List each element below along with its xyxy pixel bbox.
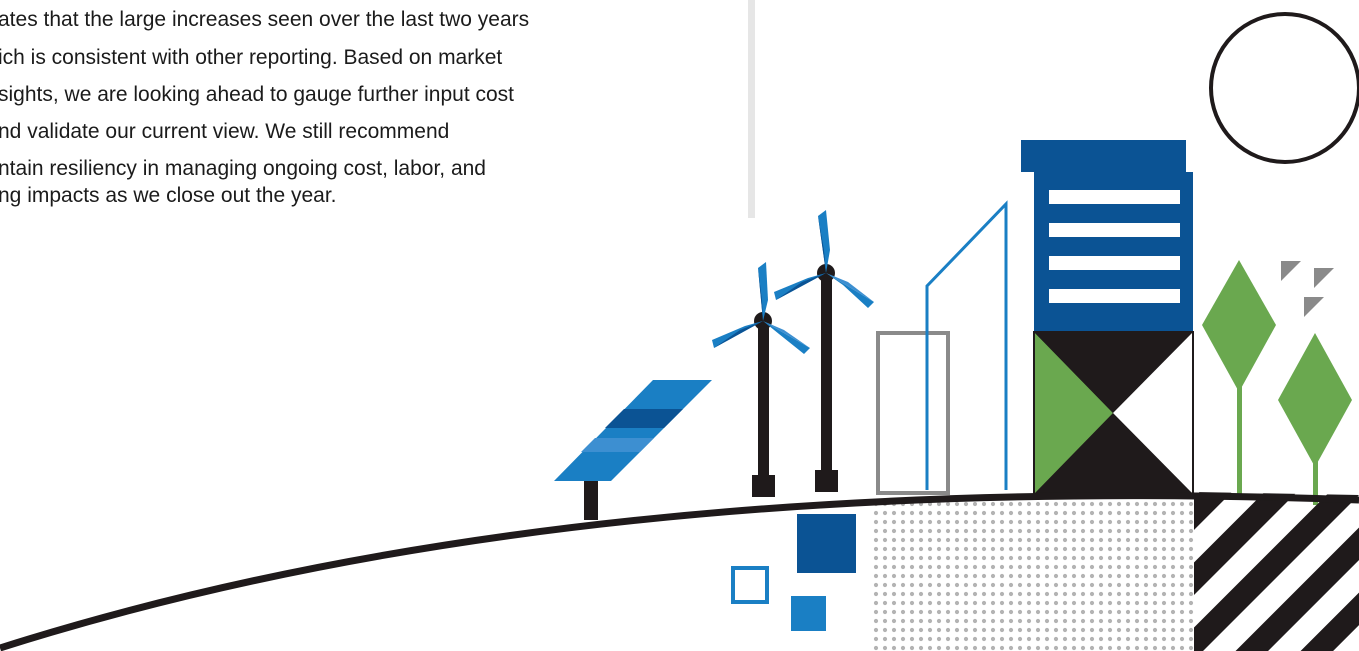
ground-curve (0, 492, 1359, 651)
sun-circle-icon (1209, 12, 1359, 164)
bird-triangles-icon (1281, 261, 1334, 317)
tower-outline-icon (925, 200, 1008, 490)
paragraph-line-4: nd validate our current view. We still r… (0, 120, 450, 143)
dotted-pattern (872, 500, 1194, 651)
tree-icon (1202, 260, 1276, 495)
paragraph-line-6: ng impacts as we close out the year. (0, 184, 337, 207)
solar-panel-icon (554, 380, 712, 520)
paragraph-line-5: ntain resiliency in managing ongoing cos… (0, 157, 486, 180)
paragraph-line-1: ates that the large increases seen over … (0, 8, 530, 31)
square-icon (791, 596, 826, 631)
tall-building-icon (1021, 140, 1194, 495)
wind-turbine-icon (712, 262, 810, 497)
square-icon (797, 514, 856, 573)
paragraph-line-3: sights, we are looking ahead to gauge fu… (0, 83, 514, 106)
text-column: ates that the large increases seen over … (0, 0, 755, 218)
tree-icon (1278, 333, 1352, 505)
wind-turbine-icon (774, 210, 874, 492)
striped-pattern (1194, 492, 1359, 651)
building-outline-icon (876, 331, 950, 495)
square-outline-icon (731, 566, 769, 604)
paragraph-line-2: ich is consistent with other reporting. … (0, 46, 503, 69)
